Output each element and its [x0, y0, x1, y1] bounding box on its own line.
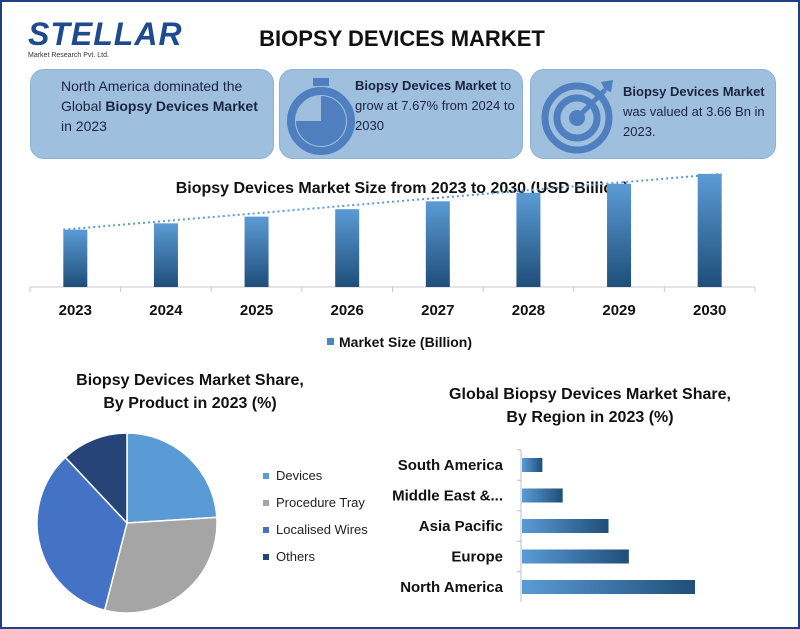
pie-slice-procedure-tray [103, 516, 218, 614]
info-card-valuation: Biopsy Devices Market was valued at 3.66… [530, 69, 776, 159]
hbar-north-america [522, 580, 695, 594]
info-card-growth: Biopsy Devices Market to grow at 7.67% f… [279, 69, 523, 159]
pie-title-line: By Product in 2023 (%) [103, 395, 276, 412]
bar-2023 [63, 229, 88, 287]
card-text: Biopsy Devices Market to grow at 7.67% f… [355, 78, 515, 133]
pie-legend-label: Devices [276, 468, 323, 483]
hbar-title-line: By Region in 2023 (%) [506, 409, 673, 426]
trendline [63, 172, 722, 231]
bar-2024 [153, 223, 178, 287]
x-tick-label-2027: 2027 [421, 302, 454, 319]
pie-legend-label: Others [276, 549, 316, 564]
pie-legend-swatch [263, 500, 269, 506]
pie-slice-devices [126, 432, 218, 524]
pie-legend-swatch [263, 527, 269, 533]
bar-2030 [697, 173, 722, 287]
logo-tagline: Market Research Pvt. Ltd. [28, 52, 109, 59]
bar-chart-title: Biopsy Devices Market Size from 2023 to … [175, 180, 629, 197]
x-tick-label-2024: 2024 [149, 302, 183, 319]
x-tick-label-2030: 2030 [693, 302, 726, 319]
x-tick-label-2025: 2025 [240, 302, 273, 319]
bar-2025 [244, 216, 269, 287]
hbar-europe [522, 549, 629, 564]
hbar-label: Europe [451, 549, 503, 566]
page-title: BIOPSY DEVICES MARKET [259, 26, 545, 51]
legend-swatch [327, 338, 334, 345]
x-tick-label-2026: 2026 [331, 302, 364, 319]
bar-2027 [425, 201, 450, 287]
market-size-bar-chart: 2023 2024 2025 2026 2027 2028 2029 2030 Market S… [29, 172, 756, 350]
hbar-title-line: Global Biopsy Devices Market Share, [449, 386, 731, 403]
pie-title-line: Biopsy Devices Market Share, [76, 372, 304, 389]
hbar-label: Middle East &... [392, 488, 503, 505]
pie-slice-others [64, 432, 128, 525]
hbar-south-america [522, 458, 543, 472]
region-share-hbar-chart: Global Biopsy Devices Market Share, By Re… [392, 386, 731, 602]
pie-legend-swatch [263, 554, 269, 560]
legend-label: Market Size (Billion) [339, 334, 472, 350]
logo-text: STELLAR [28, 16, 183, 52]
bar-2026 [335, 209, 360, 287]
card-text: North America dominated the Global Biops… [61, 78, 258, 134]
pie-slice-localised-wires [36, 456, 128, 612]
info-card-region: North America dominated the Global Biops… [30, 69, 274, 159]
company-logo: STELLAR Market Research Pvt. Ltd. [24, 10, 182, 62]
x-tick-label-2029: 2029 [602, 302, 635, 319]
hbar-middle-east- [522, 488, 563, 503]
hbar-label: South America [398, 457, 504, 474]
product-share-pie-chart: Biopsy Devices Market Share, By Product i… [36, 372, 368, 614]
pie-legend-label: Localised Wires [276, 522, 368, 537]
hbar-label: North America [400, 579, 503, 596]
bar-2029 [607, 183, 632, 287]
x-tick-label-2028: 2028 [512, 302, 545, 319]
hbar-label: Asia Pacific [419, 518, 503, 535]
bar-2028 [516, 192, 541, 287]
x-tick-label-2023: 2023 [59, 302, 92, 319]
target-icon [541, 80, 613, 154]
hbar-asia-pacific [522, 519, 609, 533]
card-text: Biopsy Devices Market was valued at 3.66… [623, 84, 765, 139]
pie-legend-label: Procedure Tray [276, 495, 365, 510]
pie-legend-swatch [263, 473, 269, 479]
stopwatch-icon [287, 78, 355, 155]
